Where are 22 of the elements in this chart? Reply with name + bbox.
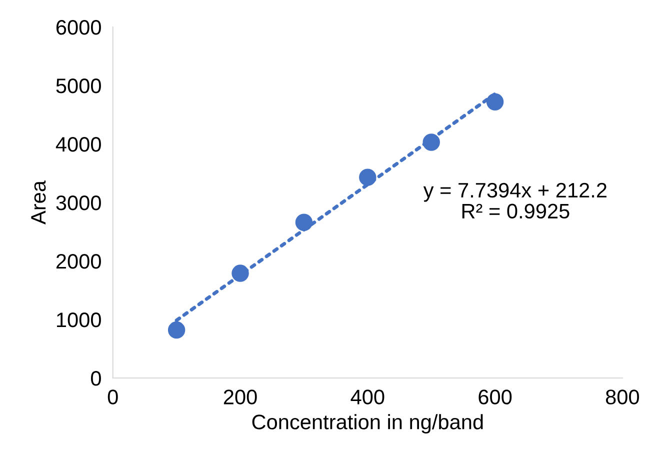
- y-tick-label: 3000: [56, 196, 101, 210]
- point: [232, 264, 249, 282]
- x-tick-label: 400: [350, 390, 384, 404]
- y-tick-label: 5000: [56, 78, 101, 94]
- annotation: y = 7.7394x + 212.2: [423, 182, 606, 202]
- y-tick-label: 4000: [56, 137, 101, 152]
- y-tick-label: 2000: [56, 254, 101, 269]
- x-tick-label: 600: [478, 390, 512, 404]
- x-tick-label: 800: [606, 390, 639, 404]
- y-tick-label: 0: [90, 371, 101, 386]
- point: [295, 214, 313, 232]
- point: [422, 134, 440, 151]
- x-tick-label: 200: [224, 390, 257, 404]
- point: [486, 93, 504, 110]
- annotation: R² = 0.9925: [462, 204, 570, 219]
- x-tick-label: 0: [108, 390, 118, 404]
- x-axis-title: Concentration in ng/band: [252, 414, 483, 434]
- y-axis-title: Area: [31, 180, 46, 224]
- y-tick-label: 1000: [57, 312, 101, 328]
- y-tick-label: 6000: [56, 20, 101, 35]
- point: [359, 168, 376, 186]
- point: [168, 321, 186, 339]
